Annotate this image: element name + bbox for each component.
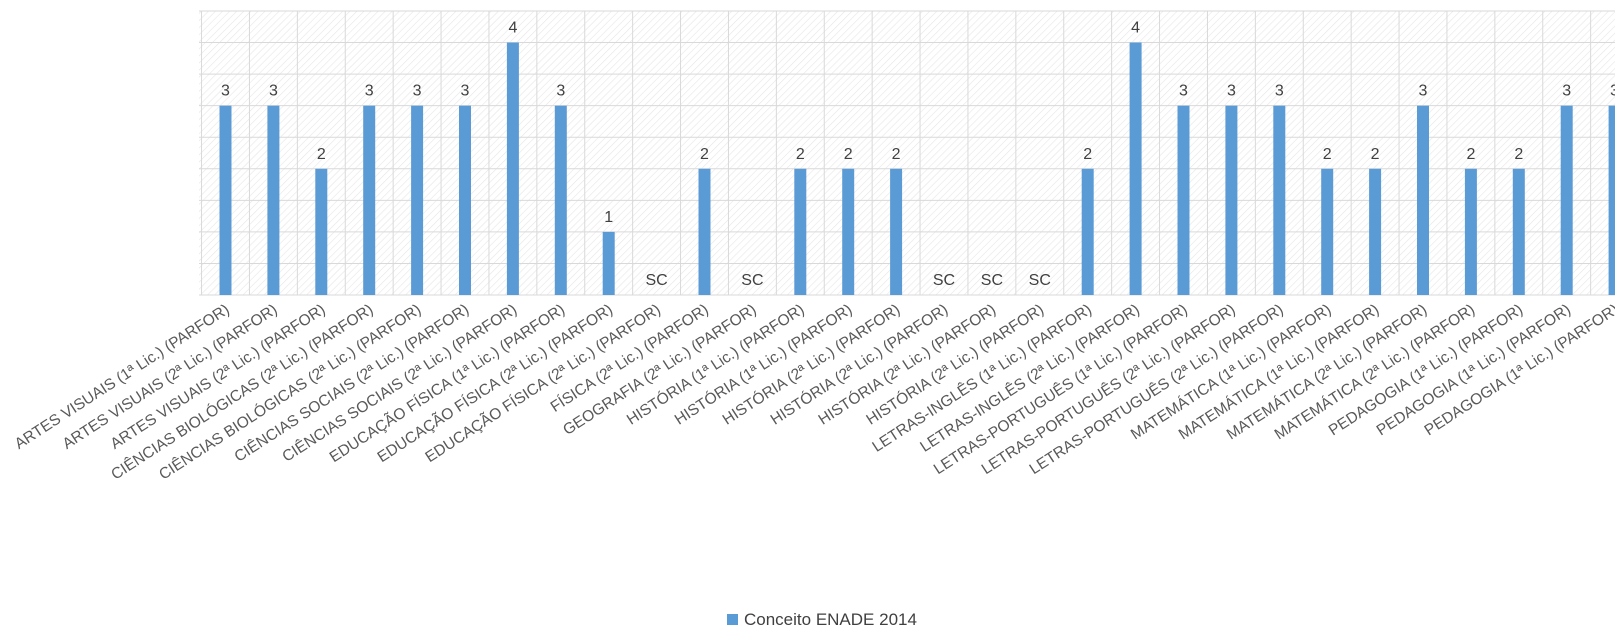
data-label: 4 <box>1131 20 1140 37</box>
data-label: 2 <box>1083 146 1092 163</box>
data-label: 2 <box>892 146 901 163</box>
bar <box>554 105 567 296</box>
data-label: 3 <box>1610 83 1615 100</box>
bar <box>506 42 519 295</box>
gridlines <box>199 10 1615 296</box>
data-label: 4 <box>508 20 517 37</box>
data-label: SC <box>741 272 763 289</box>
data-label: SC <box>981 272 1003 289</box>
bar <box>1177 105 1190 296</box>
bar <box>1129 42 1142 295</box>
data-label: SC <box>933 272 955 289</box>
data-label: 2 <box>1371 146 1380 163</box>
bar <box>602 231 615 295</box>
bar-series <box>219 42 1615 296</box>
legend: Conceito ENADE 2014 <box>727 610 917 629</box>
bar <box>1081 168 1094 295</box>
bar <box>842 168 855 295</box>
bar <box>890 168 903 295</box>
data-label: 3 <box>1419 83 1428 100</box>
bar <box>1560 105 1573 296</box>
bar <box>1464 168 1477 295</box>
bar <box>267 105 280 296</box>
bar <box>1321 168 1334 295</box>
data-label: 3 <box>1275 83 1284 100</box>
bar <box>698 168 711 295</box>
data-label: 3 <box>413 83 422 100</box>
data-label: 2 <box>700 146 709 163</box>
bar <box>1273 105 1286 296</box>
data-labels: 3 3 2 3 3 3 4 3 1 SC 2 SC 2 2 2 SC SC SC 2 4 3 3 3 2 2 3 2 2 3 3 <box>221 20 1615 289</box>
bar <box>219 105 232 296</box>
data-label: 3 <box>461 83 470 100</box>
data-label: 3 <box>365 83 374 100</box>
legend-swatch <box>727 614 738 625</box>
data-label: 1 <box>604 209 613 226</box>
data-label: 3 <box>556 83 565 100</box>
bar <box>1608 105 1615 296</box>
bar <box>1417 105 1429 296</box>
data-label: 3 <box>1227 83 1236 100</box>
data-label: 3 <box>1562 83 1571 100</box>
bar <box>315 168 328 295</box>
category-axis-labels: ARTES VISUAIS (1ª Lic.) (PARFOR)ARTES VI… <box>12 301 1615 483</box>
bar <box>1225 105 1238 296</box>
data-label: 2 <box>317 146 326 163</box>
data-label: 3 <box>1179 83 1188 100</box>
data-label: SC <box>1029 272 1051 289</box>
data-label: 3 <box>221 83 230 100</box>
data-label: 2 <box>1323 146 1332 163</box>
data-label: 2 <box>1514 146 1523 163</box>
data-label: 2 <box>1466 146 1475 163</box>
data-label: 2 <box>844 146 853 163</box>
data-label: 3 <box>269 83 278 100</box>
bar <box>1369 168 1382 295</box>
legend-label: Conceito ENADE 2014 <box>744 610 917 629</box>
bar <box>1512 168 1525 295</box>
data-label: 2 <box>796 146 805 163</box>
bar <box>363 105 376 296</box>
data-label: SC <box>645 272 667 289</box>
bar <box>411 105 424 296</box>
bar <box>459 105 471 296</box>
bar <box>794 168 807 295</box>
